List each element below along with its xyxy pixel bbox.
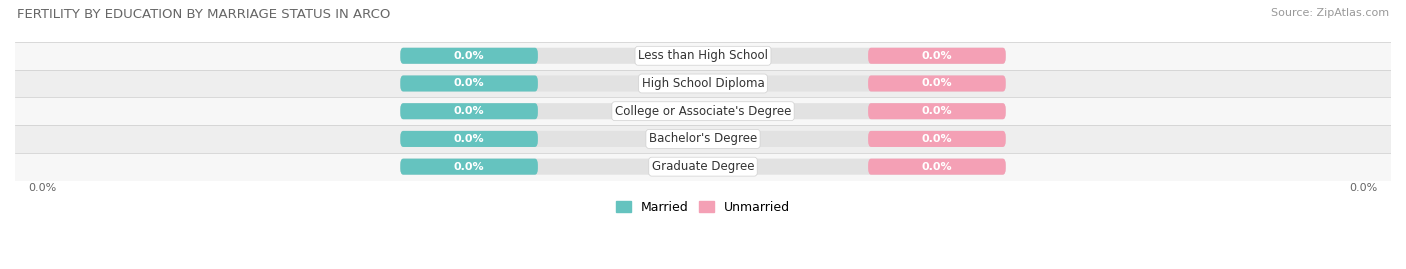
- Text: Source: ZipAtlas.com: Source: ZipAtlas.com: [1271, 8, 1389, 18]
- Text: 0.0%: 0.0%: [454, 134, 485, 144]
- Text: 0.0%: 0.0%: [921, 79, 952, 89]
- FancyBboxPatch shape: [401, 131, 1005, 147]
- Text: 0.0%: 0.0%: [454, 51, 485, 61]
- FancyBboxPatch shape: [401, 159, 1005, 175]
- Bar: [15, 97, 1391, 125]
- Text: 0.0%: 0.0%: [454, 106, 485, 116]
- FancyBboxPatch shape: [868, 159, 1005, 175]
- Text: 0.0%: 0.0%: [921, 51, 952, 61]
- FancyBboxPatch shape: [401, 75, 1005, 91]
- Text: 0.0%: 0.0%: [454, 162, 485, 172]
- Text: 0.0%: 0.0%: [454, 79, 485, 89]
- FancyBboxPatch shape: [401, 75, 538, 91]
- FancyBboxPatch shape: [868, 48, 1005, 64]
- Bar: [15, 153, 1391, 180]
- Bar: [15, 125, 1391, 153]
- Text: Bachelor's Degree: Bachelor's Degree: [650, 132, 756, 146]
- Text: High School Diploma: High School Diploma: [641, 77, 765, 90]
- FancyBboxPatch shape: [401, 103, 1005, 119]
- Text: College or Associate's Degree: College or Associate's Degree: [614, 105, 792, 118]
- FancyBboxPatch shape: [401, 131, 538, 147]
- FancyBboxPatch shape: [401, 103, 538, 119]
- Text: 0.0%: 0.0%: [921, 106, 952, 116]
- Text: 0.0%: 0.0%: [921, 162, 952, 172]
- Text: Less than High School: Less than High School: [638, 49, 768, 62]
- Bar: [15, 70, 1391, 97]
- FancyBboxPatch shape: [401, 48, 538, 64]
- Legend: Married, Unmarried: Married, Unmarried: [612, 196, 794, 219]
- Text: 0.0%: 0.0%: [921, 134, 952, 144]
- Text: Graduate Degree: Graduate Degree: [652, 160, 754, 173]
- FancyBboxPatch shape: [401, 159, 538, 175]
- FancyBboxPatch shape: [868, 131, 1005, 147]
- FancyBboxPatch shape: [868, 75, 1005, 91]
- FancyBboxPatch shape: [401, 48, 1005, 64]
- Text: FERTILITY BY EDUCATION BY MARRIAGE STATUS IN ARCO: FERTILITY BY EDUCATION BY MARRIAGE STATU…: [17, 8, 391, 21]
- FancyBboxPatch shape: [868, 103, 1005, 119]
- Bar: [15, 42, 1391, 70]
